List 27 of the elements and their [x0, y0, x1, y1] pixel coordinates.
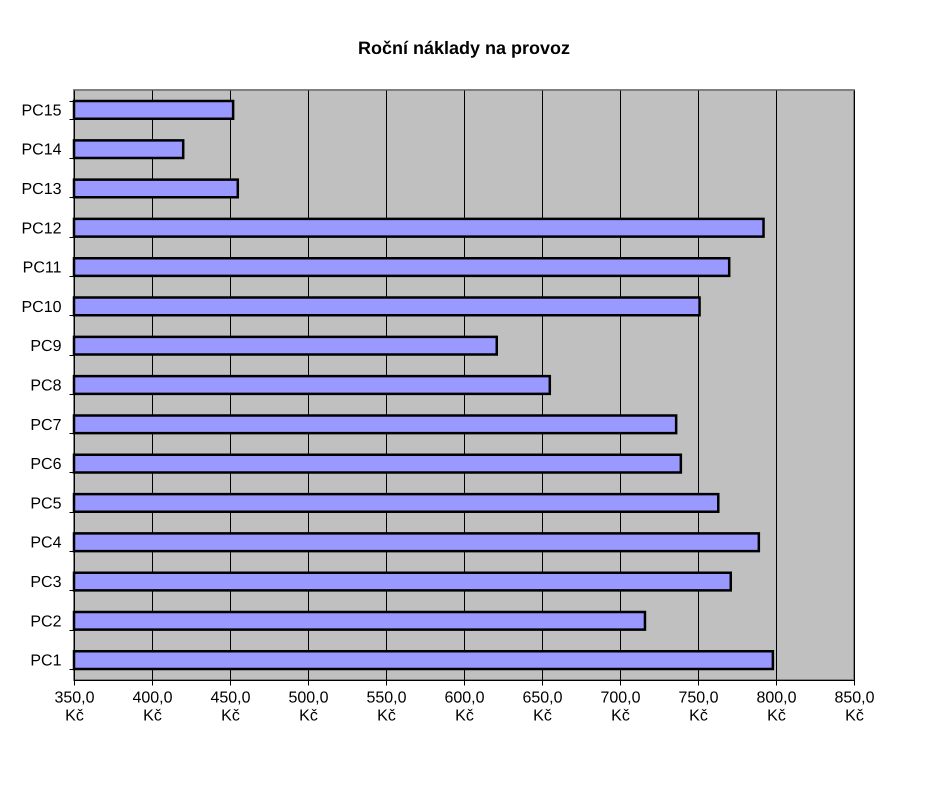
y-tick-label: PC10	[21, 298, 62, 316]
y-tick-label: PC14	[21, 142, 62, 159]
x-tick-label: 850,0 Kč	[834, 690, 875, 724]
x-tick-label: 350,0 Kč	[54, 690, 95, 724]
y-tick-label: PC7	[30, 416, 62, 434]
y-tick-label: PC6	[30, 456, 62, 474]
y-tick-label: PC13	[21, 180, 62, 198]
y-tick-label: PC5	[30, 495, 62, 512]
y-tick-label: PC11	[22, 260, 62, 277]
y-tick-label: PC15	[21, 102, 62, 120]
x-tick-label: 500,0 Kč	[288, 690, 329, 724]
x-tick-label: 650,0 Kč	[522, 690, 563, 724]
x-tick-label: 750,0 Kč	[678, 690, 719, 724]
y-tick-label: PC9	[30, 338, 62, 356]
x-tick-label: 800,0 Kč	[756, 690, 797, 724]
x-tick-label: 550,0 Kč	[366, 690, 407, 724]
y-tick-label: PC2	[30, 613, 62, 630]
x-tick-label: 450,0 Kč	[210, 690, 251, 724]
x-tick-label: 700,0 Kč	[600, 690, 641, 724]
x-tick-label: 600,0 Kč	[444, 690, 485, 724]
y-tick-label: PC4	[30, 534, 62, 552]
y-tick-label: PC3	[30, 574, 62, 592]
chart-title: Roční náklady na provoz	[358, 38, 570, 58]
x-tick-label: 400,0 Kč	[132, 690, 173, 724]
y-tick-label: PC8	[30, 378, 62, 394]
y-tick-label: PC12	[21, 220, 62, 238]
y-tick-label: PC1	[30, 652, 62, 670]
